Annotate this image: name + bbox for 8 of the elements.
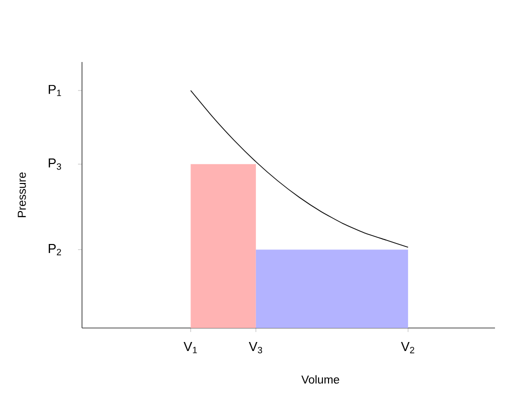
x-axis-title: Volume (301, 375, 340, 384)
text: P$_{1}$ (48, 84, 62, 96)
y-axis-title: Pressure (18, 172, 26, 218)
x-tick-label: V$_{2}$ (401, 342, 414, 354)
x-tick-label: V$_{1}$ (184, 342, 197, 354)
text: P$_{3}$ (48, 158, 62, 170)
x-tick-label: V$_{3}$ (248, 342, 262, 354)
text: P$_{2}$ (48, 244, 62, 256)
